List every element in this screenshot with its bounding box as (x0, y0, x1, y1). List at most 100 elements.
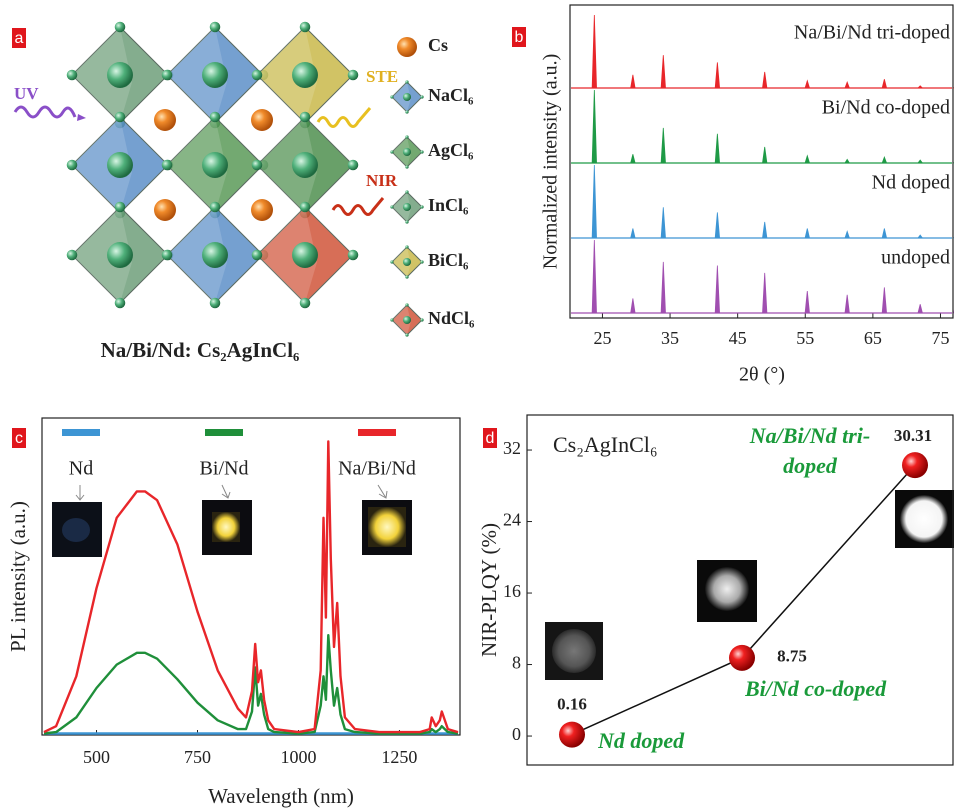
chloride (115, 22, 126, 33)
inset-glow (705, 567, 749, 611)
x-axis-label: 2θ (°) (739, 364, 785, 386)
cs-ion (154, 109, 176, 131)
data-point (559, 722, 585, 748)
legend-swatch (205, 429, 243, 436)
chloride (115, 112, 126, 123)
chloride (162, 160, 173, 171)
x-axis-label: Wavelength (nm) (208, 784, 354, 808)
metal-ion (202, 62, 228, 88)
chloride (300, 202, 311, 213)
series-label: undoped (881, 247, 950, 269)
chloride (252, 160, 263, 171)
data-point (902, 452, 928, 478)
chloride (210, 22, 221, 33)
spectrum-line (44, 442, 458, 733)
chloride (300, 22, 311, 33)
diffraction-peak (845, 159, 849, 163)
series-label: Bi/Nd co-doped (822, 97, 950, 119)
nir-wave (333, 198, 383, 215)
diagram-caption: Na/Bi/Nd: Cs₂AgInCl₆ (101, 338, 300, 362)
metal-ion (107, 152, 133, 178)
category-label: Nd doped (598, 726, 738, 756)
x-tick-label: 55 (796, 328, 814, 348)
chloride (405, 303, 408, 306)
panel-label: b (515, 29, 524, 46)
diffraction-peak (918, 86, 922, 88)
panel-label: a (15, 30, 24, 47)
diffraction-peak (763, 147, 767, 163)
chloride (420, 260, 423, 263)
diffraction-peak (592, 90, 596, 163)
category-label: Na/Bi/Nd tri-doped (745, 421, 875, 481)
diffraction-peak (882, 229, 886, 238)
y-tick-label: 24 (503, 510, 521, 530)
metal-ion (403, 316, 411, 324)
inset-pointer (222, 485, 230, 498)
chloride (390, 95, 393, 98)
diffraction-peak (845, 231, 849, 238)
metal-ion (292, 242, 318, 268)
category-label-box: Bi/Nd co-doped (745, 674, 950, 744)
x-tick-label: 75 (931, 328, 949, 348)
chloride (390, 205, 393, 208)
inset-pointer (76, 485, 84, 500)
diffraction-peak (763, 222, 767, 238)
chloride (405, 190, 408, 193)
inset-glow (212, 512, 240, 542)
x-tick-label: 45 (729, 328, 747, 348)
chloride (420, 205, 423, 208)
diffraction-peak (882, 287, 886, 313)
diffraction-peak (805, 156, 809, 163)
x-tick-label: 1000 (280, 747, 316, 767)
diffraction-peak (592, 15, 596, 88)
diffraction-peak (661, 128, 665, 163)
chloride (67, 160, 78, 171)
data-point (729, 645, 755, 671)
inset-pointer (378, 485, 387, 498)
arrow-label: STE (366, 67, 398, 86)
chloride (405, 165, 408, 168)
diffraction-peak (845, 295, 849, 313)
diffraction-peak (661, 207, 665, 238)
metal-ion (403, 148, 411, 156)
value-label: 8.75 (777, 647, 807, 666)
category-label-box: Nd doped (598, 726, 738, 796)
plot-frame (570, 5, 953, 318)
chloride (162, 250, 173, 261)
chloride (390, 318, 393, 321)
uv-wave (15, 107, 75, 117)
category-label: Bi/Nd co-doped (745, 674, 950, 704)
chloride (405, 245, 408, 248)
diffraction-peak (918, 160, 922, 163)
legend-label: Cs (428, 35, 448, 55)
x-tick-label: 1250 (381, 747, 417, 767)
series-label: Nd doped (872, 172, 950, 194)
chloride (420, 150, 423, 153)
legend-label: BiCl₆ (428, 250, 469, 270)
chloride (405, 135, 408, 138)
category-label-box: Na/Bi/Nd tri-doped (745, 421, 875, 491)
legend-swatch (358, 429, 396, 436)
chloride (420, 95, 423, 98)
chloride (405, 80, 408, 83)
chloride (67, 250, 78, 261)
y-tick-label: 16 (503, 581, 521, 601)
legend-label: Na/Bi/Nd (338, 458, 416, 480)
chloride (252, 70, 263, 81)
y-axis-label: Normalized intensity (a.u.) (540, 54, 562, 270)
metal-ion (403, 258, 411, 266)
figure: UV STE NIR Cs NaCl₆ AgCl₆ InCl₆ BiCl₆ Nd… (0, 0, 954, 811)
diffraction-peak (631, 298, 635, 313)
chloride (210, 112, 221, 123)
series-label: Na/Bi/Nd tri-doped (794, 22, 950, 44)
metal-ion (107, 62, 133, 88)
chloride (348, 70, 359, 81)
chloride (115, 298, 126, 309)
panel-label: c (15, 430, 23, 447)
diffraction-peak (661, 55, 665, 88)
metal-ion (202, 242, 228, 268)
chloride (162, 70, 173, 81)
diffraction-peak (631, 154, 635, 163)
chloride (348, 160, 359, 171)
diffraction-peak (592, 240, 596, 313)
